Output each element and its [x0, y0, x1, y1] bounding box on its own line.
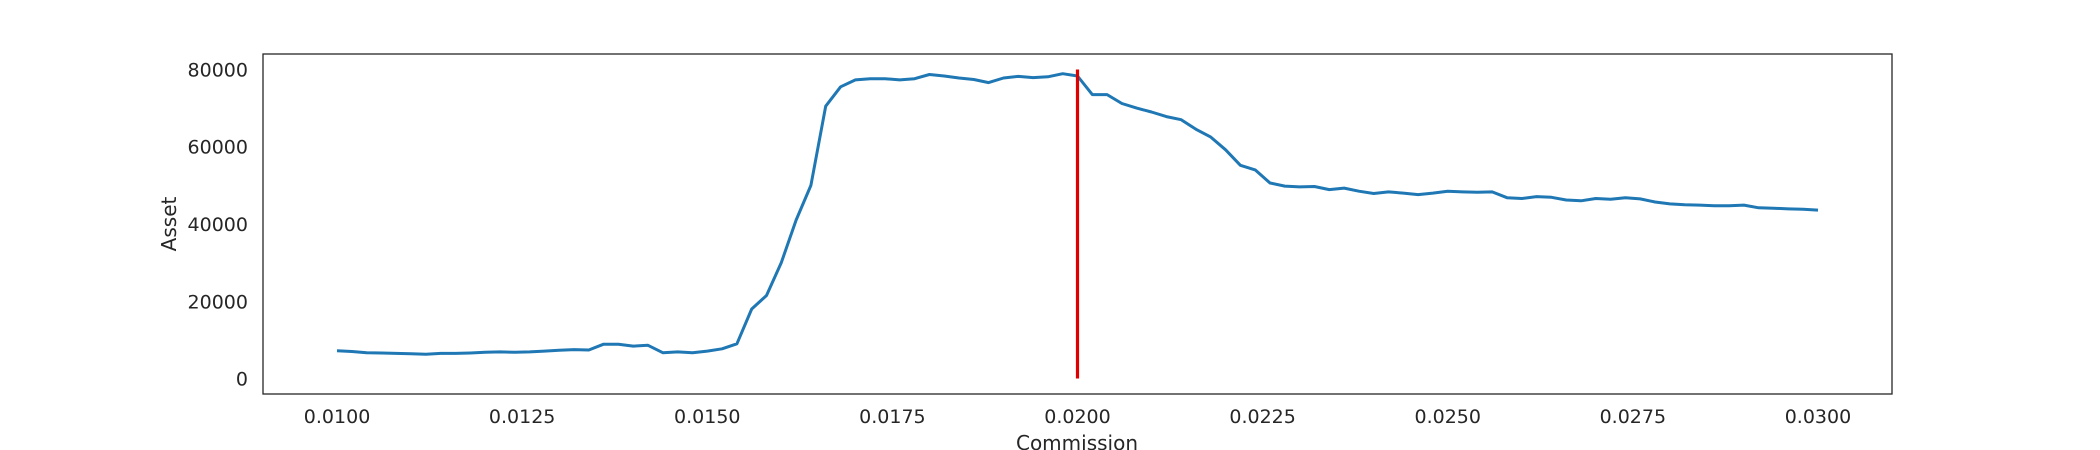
x-tick-label: 0.0250 [1414, 406, 1480, 428]
x-tick-label: 0.0100 [304, 406, 370, 428]
y-tick-label: 20000 [188, 291, 248, 313]
x-tick-label: 0.0225 [1229, 406, 1295, 428]
x-tick-label: 0.0200 [1044, 406, 1110, 428]
y-tick-label: 60000 [188, 137, 248, 159]
y-tick-label: 40000 [188, 214, 248, 236]
x-tick-label: 0.0150 [674, 406, 740, 428]
x-tick-label: 0.0300 [1785, 406, 1851, 428]
y-axis-title: Asset [157, 197, 181, 252]
y-tick-label: 0 [236, 369, 248, 391]
x-tick-label: 0.0175 [859, 406, 925, 428]
plot-frame [262, 53, 1893, 395]
y-tick-label: 80000 [188, 59, 248, 81]
y-axis-ticks: 0 20000 40000 60000 80000 [188, 59, 248, 390]
x-axis-ticks: 0.0100 0.0125 0.0150 0.0175 0.0200 0.0225 0.02… [304, 406, 1851, 428]
x-tick-label: 0.0125 [489, 406, 555, 428]
x-tick-label: 0.0275 [1600, 406, 1666, 428]
x-axis-title: Commission [1016, 431, 1138, 450]
